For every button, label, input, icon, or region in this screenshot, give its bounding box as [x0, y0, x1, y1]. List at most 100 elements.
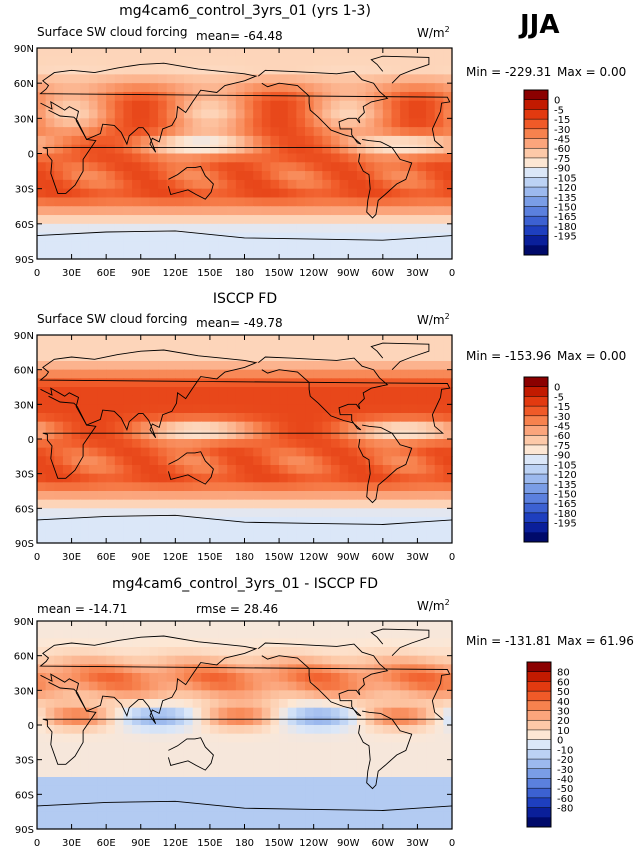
field-cell: [330, 638, 341, 648]
field-cell: [270, 430, 280, 440]
field-cell: [400, 48, 410, 58]
field-cell: [279, 100, 289, 111]
field-cell: [132, 135, 142, 146]
field-cell: [235, 439, 246, 449]
field-cell: [71, 811, 81, 821]
field-cell: [192, 681, 202, 691]
field-cell: [279, 699, 289, 709]
field-cell: [62, 742, 73, 752]
field-cell: [45, 491, 55, 501]
field-cell: [140, 223, 150, 234]
field-cell: [88, 153, 99, 163]
field-cell: [270, 171, 280, 181]
field-cell: [244, 803, 254, 813]
field-cell: [62, 100, 73, 111]
field-cell: [270, 153, 280, 163]
field-cell: [62, 673, 73, 683]
field-cell: [97, 742, 107, 752]
colorbar-swatch: [527, 749, 551, 760]
field-cell: [106, 215, 116, 225]
field-cell: [253, 206, 263, 216]
field-cell: [305, 647, 315, 657]
field-cell: [149, 517, 159, 527]
field-cell: [175, 378, 185, 388]
field-cell: [114, 482, 125, 492]
field-cell: [434, 171, 444, 181]
panel-2-center-label: mean= -49.78: [196, 316, 283, 330]
field-cell: [201, 794, 211, 804]
field-cell: [253, 74, 263, 84]
field-cell: [132, 127, 142, 137]
field-cell: [279, 508, 289, 518]
field-cell: [97, 206, 107, 216]
field-cell: [158, 421, 168, 431]
lon-tick-label: 120W: [299, 552, 328, 563]
field-cell: [417, 215, 427, 225]
field-cell: [175, 811, 185, 821]
lon-tick-label: 0: [34, 268, 40, 279]
colorbar-swatch: [524, 167, 548, 178]
field-cell: [417, 803, 427, 813]
field-cell: [97, 525, 107, 535]
field-cell: [443, 517, 453, 527]
field-cell: [348, 647, 358, 657]
field-cell: [270, 378, 280, 388]
field-cell: [62, 335, 73, 345]
colorbar-swatch: [524, 99, 548, 110]
lat-tick-label: 30S: [15, 756, 34, 767]
field-cell: [374, 421, 384, 431]
field-cell: [434, 759, 444, 769]
field-cell: [434, 525, 444, 535]
field-cell: [356, 232, 367, 243]
field-cell: [305, 785, 315, 795]
field-cell: [80, 491, 90, 501]
field-cell: [218, 361, 228, 371]
field-cell: [270, 197, 280, 207]
field-cell: [227, 378, 237, 388]
field-cell: [244, 118, 254, 128]
field-cell: [261, 197, 272, 207]
field-cell: [296, 343, 306, 353]
field-cell: [201, 421, 211, 431]
field-cell: [140, 681, 150, 691]
field-cell: [305, 135, 315, 146]
field-cell: [426, 361, 436, 371]
field-cell: [339, 716, 349, 726]
field-cell: [426, 91, 436, 102]
field-cell: [132, 534, 142, 544]
field-cell: [400, 768, 410, 778]
field-cell: [408, 534, 419, 544]
field-cell: [313, 699, 323, 709]
field-cell: [114, 421, 125, 431]
field-cell: [201, 733, 211, 743]
field-cell: [97, 716, 107, 726]
field-cell: [45, 785, 55, 795]
field-cell: [322, 482, 332, 492]
field-cell: [235, 387, 246, 397]
colorbar-level-label: -45: [554, 135, 570, 146]
field-cell: [400, 482, 410, 492]
field-cell: [261, 525, 272, 535]
field-cell: [374, 751, 384, 761]
field-cell: [71, 56, 81, 67]
field-cell: [183, 491, 194, 501]
field-cell: [434, 369, 444, 379]
field-cell: [123, 65, 133, 75]
field-cell: [382, 647, 393, 657]
field-cell: [132, 241, 142, 251]
field-cell: [218, 109, 228, 119]
field-cell: [279, 56, 289, 67]
field-cell: [183, 690, 194, 700]
field-cell: [227, 811, 237, 821]
field-cell: [54, 751, 64, 761]
field-cell: [279, 223, 289, 234]
field-cell: [261, 482, 272, 492]
lon-tick-label: 30W: [406, 552, 429, 563]
field-cell: [365, 74, 375, 84]
field-cell: [408, 413, 419, 423]
field-cell: [158, 223, 168, 234]
colorbar-level-label: 20: [557, 716, 570, 727]
field-cell: [365, 404, 375, 414]
field-cell: [356, 74, 367, 84]
field-cell: [62, 638, 73, 648]
